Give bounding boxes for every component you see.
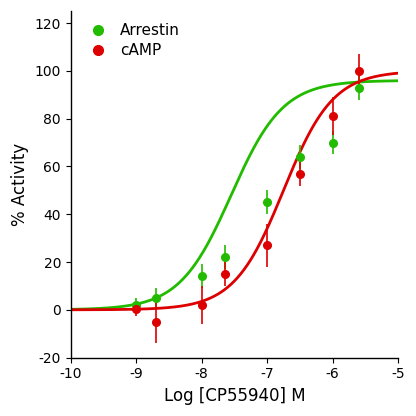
Legend: Arrestin, cAMP: Arrestin, cAMP	[78, 19, 184, 62]
Y-axis label: % Activity: % Activity	[11, 143, 29, 226]
X-axis label: Log [CP55940] M: Log [CP55940] M	[163, 387, 305, 405]
